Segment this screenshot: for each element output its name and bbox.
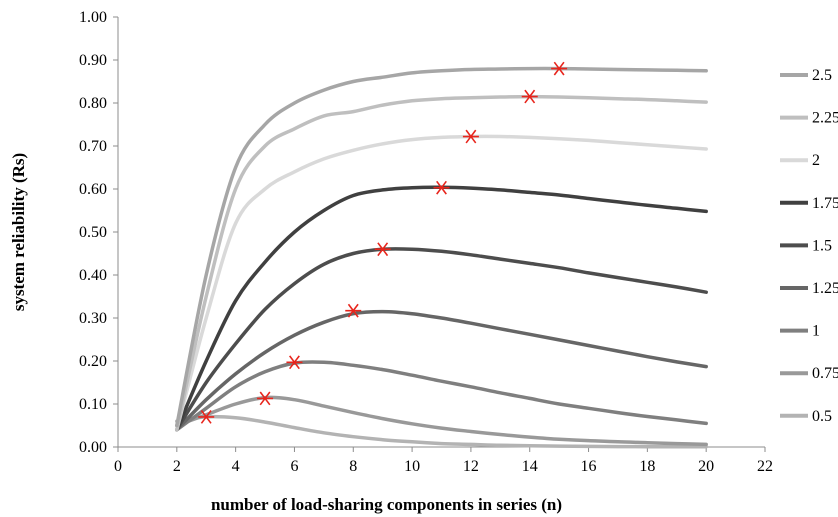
- series-line-2.5: [175, 66, 708, 428]
- legend-label-0.75: 0.75: [812, 365, 838, 382]
- y-tick-label: 0.10: [79, 396, 107, 413]
- optimum-marker-1: [286, 355, 303, 370]
- x-tick-label: 18: [639, 458, 655, 475]
- y-tick-label: 1.00: [79, 9, 107, 26]
- x-tick-label: 14: [522, 458, 538, 475]
- legend-label-1.5: 1.5: [812, 237, 832, 254]
- y-tick-label: 0.40: [79, 267, 107, 284]
- optimum-marker-1.25: [345, 303, 362, 318]
- optimum-marker-1.5: [374, 242, 391, 257]
- optimum-marker-2.25: [521, 89, 538, 104]
- optimum-marker-2.5: [551, 61, 568, 76]
- y-axis-ticks: 0.00 0.10 0.20 0.30 0.40 0.50 0.60 0.70 0.80 0.90…: [79, 9, 118, 456]
- x-axis-title: number of load-sharing components in ser…: [211, 495, 562, 514]
- legend-label-1.75: 1.75: [812, 195, 838, 212]
- x-tick-label: 10: [404, 458, 420, 475]
- x-tick-label: 6: [290, 458, 298, 475]
- optimum-marker-0.5: [198, 410, 215, 424]
- optimum-marker-1.75: [433, 180, 450, 195]
- optimum-markers: [198, 61, 568, 424]
- y-tick-label: 0.50: [79, 224, 107, 241]
- y-tick-label: 0.80: [79, 95, 107, 112]
- series-lines: [175, 66, 708, 449]
- legend-label-1.25: 1.25: [812, 280, 838, 297]
- optimum-marker-2: [462, 129, 479, 144]
- x-tick-label: 16: [581, 458, 597, 475]
- legend-label-0.5: 0.5: [812, 408, 832, 425]
- legend-label-2: 2: [812, 152, 820, 169]
- y-tick-label: 0.30: [79, 310, 107, 327]
- legend-label-1: 1: [812, 323, 820, 340]
- x-tick-label: 12: [463, 458, 479, 475]
- x-tick-label: 20: [698, 458, 714, 475]
- series-line-2: [175, 134, 708, 432]
- x-tick-label: 4: [232, 458, 240, 475]
- x-tick-label: 2: [173, 458, 181, 475]
- y-tick-label: 0.20: [79, 353, 107, 370]
- legend-label-2.5: 2.5: [812, 67, 832, 84]
- legend-label-2.25: 2.25: [812, 110, 838, 127]
- x-tick-label: 22: [757, 458, 773, 475]
- series-line-1.75: [175, 185, 708, 432]
- y-tick-label: 0.00: [79, 439, 107, 456]
- y-axis-title: system reliability (Rs): [9, 153, 28, 311]
- optimum-marker-0.75: [257, 391, 274, 406]
- series-line-1.5: [175, 247, 708, 432]
- y-tick-label: 0.60: [79, 181, 107, 198]
- x-axis-ticks: 0 2 4 6 8 10 12 14 16 18 20 22: [114, 447, 773, 475]
- series-line-1.25: [175, 309, 708, 432]
- y-tick-label: 0.90: [79, 52, 107, 69]
- series-line-1: [175, 360, 708, 432]
- y-tick-label: 0.70: [79, 138, 107, 155]
- legend: 2.5 2.25 2 1.75 1.5 1.25 1 0.75 0.5: [780, 67, 838, 425]
- x-tick-label: 0: [114, 458, 122, 475]
- x-tick-label: 8: [349, 458, 357, 475]
- series-line-0.5: [175, 414, 708, 449]
- series-line-2.25: [175, 94, 708, 432]
